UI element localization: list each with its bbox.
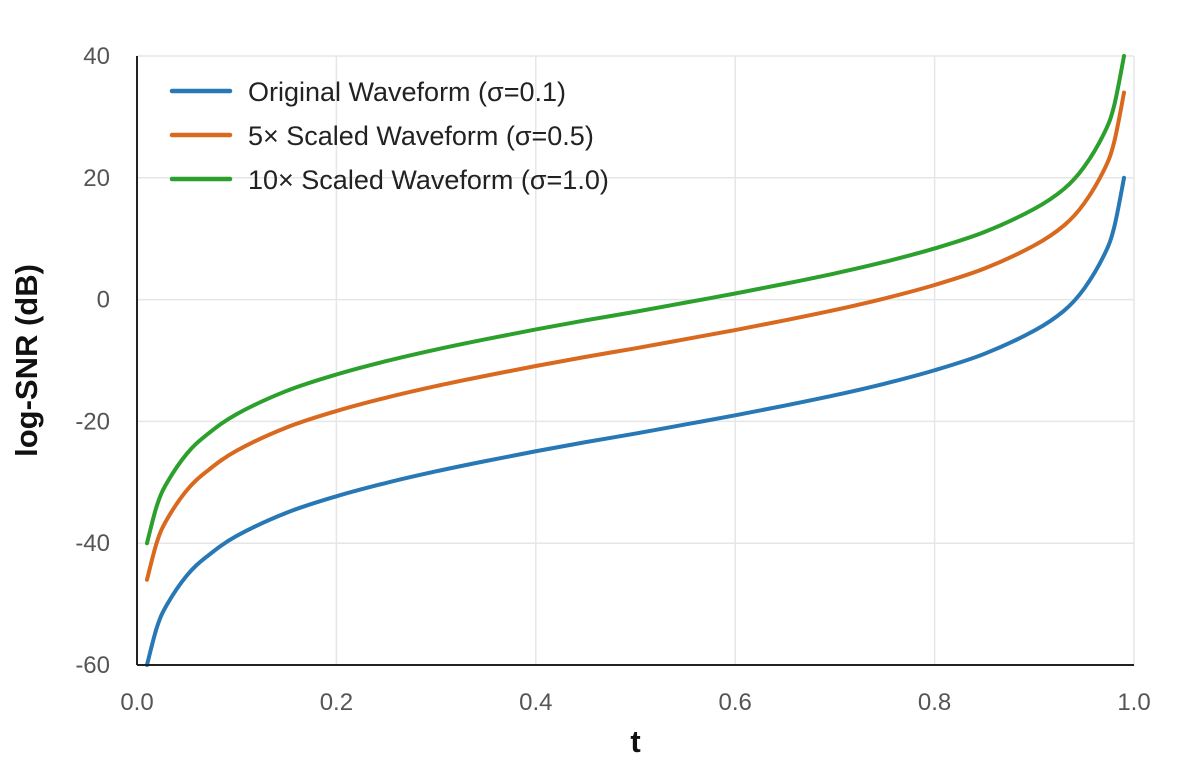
legend-label-0: Original Waveform (σ=0.1) xyxy=(248,77,566,107)
legend-label-2: 10× Scaled Waveform (σ=1.0) xyxy=(248,165,609,195)
series-line-2 xyxy=(144,54,1127,546)
series-line-0 xyxy=(144,175,1127,667)
y-tick-label: -60 xyxy=(75,652,110,679)
y-tick-label: 20 xyxy=(83,165,110,192)
series-lines xyxy=(144,54,1127,667)
x-tick-label: 0.6 xyxy=(719,689,752,716)
y-tick-label: -40 xyxy=(75,530,110,557)
y-tick-label: -20 xyxy=(75,408,110,435)
series-line-1 xyxy=(144,90,1127,582)
axes xyxy=(136,56,1134,666)
y-tick-label: 40 xyxy=(83,43,110,70)
y-tick-labels: -60 -40 -20 0 20 40 xyxy=(75,43,110,679)
x-tick-label: 0.2 xyxy=(320,689,353,716)
x-tick-label: 1.0 xyxy=(1117,689,1150,716)
x-axis-title: t xyxy=(630,724,640,759)
y-axis-title: log-SNR (dB) xyxy=(9,264,44,457)
legend-label-1: 5× Scaled Waveform (σ=0.5) xyxy=(248,121,594,151)
x-tick-labels: 0.0 0.2 0.4 0.6 0.8 1.0 xyxy=(120,689,1150,716)
y-tick-label: 0 xyxy=(97,287,110,314)
x-tick-label: 0.4 xyxy=(519,689,552,716)
x-tick-label: 0.8 xyxy=(918,689,951,716)
x-tick-label: 0.0 xyxy=(120,689,153,716)
legend: Original Waveform (σ=0.1) 5× Scaled Wavef… xyxy=(169,77,609,195)
